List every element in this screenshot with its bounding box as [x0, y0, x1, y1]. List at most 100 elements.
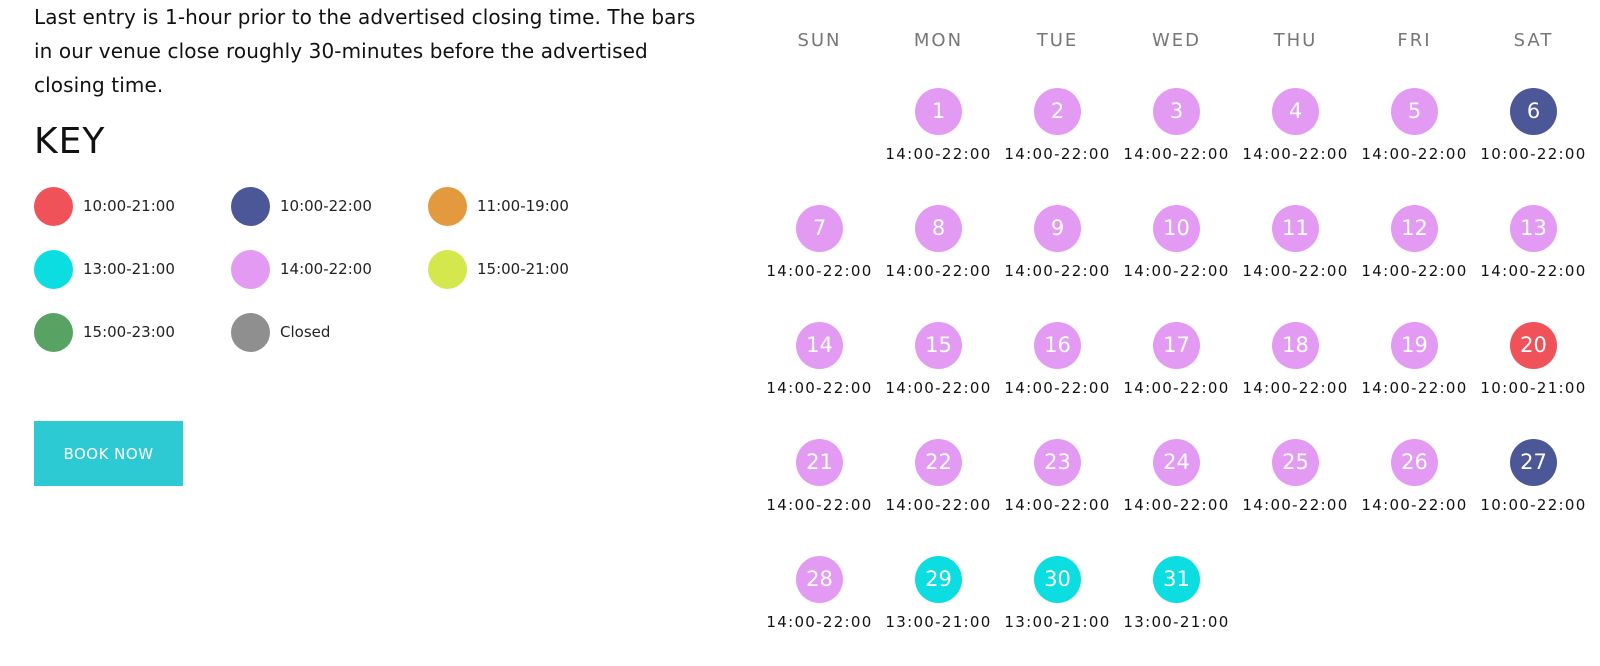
calendar-day-11[interactable]: 11 14:00-22:00: [1236, 205, 1355, 315]
calendar-day-4[interactable]: 4 14:00-22:00: [1236, 88, 1355, 198]
key-label: 14:00-22:00: [280, 260, 372, 278]
day-number: 11: [1272, 205, 1319, 252]
weekday-header-wed: WED: [1151, 30, 1202, 51]
day-opening-hours: 14:00-22:00: [1361, 496, 1468, 514]
key-item: 15:00-23:00: [34, 312, 175, 352]
day-number: 26: [1391, 439, 1438, 486]
calendar-day-5[interactable]: 5 14:00-22:00: [1355, 88, 1474, 198]
day-opening-hours: 13:00-21:00: [1004, 613, 1111, 631]
key-label: Closed: [280, 323, 331, 341]
key-item: 10:00-22:00: [231, 186, 372, 226]
key-color-dot: [34, 249, 73, 289]
calendar-day-25[interactable]: 25 14:00-22:00: [1236, 439, 1355, 549]
calendar-day-31[interactable]: 31 13:00-21:00: [1117, 556, 1236, 666]
key-label: 15:00-21:00: [477, 260, 569, 278]
day-number: 10: [1153, 205, 1200, 252]
day-number: 1: [915, 88, 962, 135]
calendar-day-18[interactable]: 18 14:00-22:00: [1236, 322, 1355, 432]
day-number: 20: [1510, 322, 1557, 369]
key-color-dot: [231, 312, 270, 352]
calendar-day-15[interactable]: 15 14:00-22:00: [879, 322, 998, 432]
key-label: 11:00-19:00: [477, 197, 569, 215]
day-opening-hours: 10:00-22:00: [1480, 145, 1587, 163]
day-number: 27: [1510, 439, 1557, 486]
day-opening-hours: 14:00-22:00: [766, 496, 873, 514]
day-number: 7: [796, 205, 843, 252]
day-opening-hours: 14:00-22:00: [1480, 262, 1587, 280]
day-number: 18: [1272, 322, 1319, 369]
calendar-day-17[interactable]: 17 14:00-22:00: [1117, 322, 1236, 432]
day-opening-hours: 13:00-21:00: [1123, 613, 1230, 631]
day-number: 23: [1034, 439, 1081, 486]
calendar-day-29[interactable]: 29 13:00-21:00: [879, 556, 998, 666]
calendar-day-2[interactable]: 2 14:00-22:00: [998, 88, 1117, 198]
calendar-day-22[interactable]: 22 14:00-22:00: [879, 439, 998, 549]
calendar-day-28[interactable]: 28 14:00-22:00: [760, 556, 879, 666]
key-legend: 10:00-21:00 10:00-22:00 11:00-19:00 13:00-2…: [34, 186, 714, 376]
last-entry-notice: Last entry is 1-hour prior to the advert…: [34, 5, 696, 97]
weekday-header-fri: FRI: [1397, 30, 1432, 51]
calendar-day-10[interactable]: 10 14:00-22:00: [1117, 205, 1236, 315]
day-opening-hours: 14:00-22:00: [885, 262, 992, 280]
day-number: 4: [1272, 88, 1319, 135]
day-opening-hours: 10:00-21:00: [1480, 379, 1587, 397]
calendar-day-16[interactable]: 16 14:00-22:00: [998, 322, 1117, 432]
day-number: 31: [1153, 556, 1200, 603]
key-item: 11:00-19:00: [428, 186, 569, 226]
day-opening-hours: 14:00-22:00: [766, 262, 873, 280]
day-opening-hours: 14:00-22:00: [1361, 145, 1468, 163]
key-label: 10:00-22:00: [280, 197, 372, 215]
weekday-header-sat: SAT: [1513, 30, 1554, 51]
calendar-day-9[interactable]: 9 14:00-22:00: [998, 205, 1117, 315]
key-heading: KEY: [34, 121, 106, 162]
key-color-dot: [428, 186, 467, 226]
day-number: 15: [915, 322, 962, 369]
day-number: 12: [1391, 205, 1438, 252]
calendar-day-30[interactable]: 30 13:00-21:00: [998, 556, 1117, 666]
day-opening-hours: 14:00-22:00: [1123, 145, 1230, 163]
info-panel: Last entry is 1-hour prior to the advert…: [34, 0, 714, 486]
key-label: 13:00-21:00: [83, 260, 175, 278]
weekday-header-sun: SUN: [797, 30, 842, 51]
day-opening-hours: 14:00-22:00: [1242, 145, 1349, 163]
day-opening-hours: 14:00-22:00: [1361, 262, 1468, 280]
calendar-day-20[interactable]: 20 10:00-21:00: [1474, 322, 1593, 432]
day-opening-hours: 14:00-22:00: [1123, 379, 1230, 397]
weekday-header-tue: TUE: [1036, 30, 1079, 51]
calendar-day-7[interactable]: 7 14:00-22:00: [760, 205, 879, 315]
calendar-day-8[interactable]: 8 14:00-22:00: [879, 205, 998, 315]
calendar-day-3[interactable]: 3 14:00-22:00: [1117, 88, 1236, 198]
key-item: Closed: [231, 312, 330, 352]
day-number: 29: [915, 556, 962, 603]
key-label: 15:00-23:00: [83, 323, 175, 341]
calendar-day-12[interactable]: 12 14:00-22:00: [1355, 205, 1474, 315]
calendar-day-19[interactable]: 19 14:00-22:00: [1355, 322, 1474, 432]
day-opening-hours: 14:00-22:00: [1004, 496, 1111, 514]
day-opening-hours: 14:00-22:00: [1242, 379, 1349, 397]
weekday-header-thu: THU: [1273, 30, 1318, 51]
day-number: 19: [1391, 322, 1438, 369]
day-opening-hours: 14:00-22:00: [1242, 496, 1349, 514]
day-number: 8: [915, 205, 962, 252]
day-number: 5: [1391, 88, 1438, 135]
key-color-dot: [34, 312, 73, 352]
day-number: 6: [1510, 88, 1557, 135]
calendar-day-13[interactable]: 13 14:00-22:00: [1474, 205, 1593, 315]
day-number: 9: [1034, 205, 1081, 252]
calendar-day-6[interactable]: 6 10:00-22:00: [1474, 88, 1593, 198]
key-color-dot: [428, 249, 467, 289]
day-opening-hours: 14:00-22:00: [885, 379, 992, 397]
day-opening-hours: 14:00-22:00: [1004, 145, 1111, 163]
calendar-day-21[interactable]: 21 14:00-22:00: [760, 439, 879, 549]
calendar-day-23[interactable]: 23 14:00-22:00: [998, 439, 1117, 549]
day-number: 16: [1034, 322, 1081, 369]
calendar-day-1[interactable]: 1 14:00-22:00: [879, 88, 998, 198]
key-label: 10:00-21:00: [83, 197, 175, 215]
calendar-day-27[interactable]: 27 10:00-22:00: [1474, 439, 1593, 549]
calendar-day-14[interactable]: 14 14:00-22:00: [760, 322, 879, 432]
calendar-day-24[interactable]: 24 14:00-22:00: [1117, 439, 1236, 549]
book-now-button[interactable]: BOOK NOW: [34, 421, 183, 486]
day-number: 13: [1510, 205, 1557, 252]
key-color-dot: [231, 186, 270, 226]
calendar-day-26[interactable]: 26 14:00-22:00: [1355, 439, 1474, 549]
